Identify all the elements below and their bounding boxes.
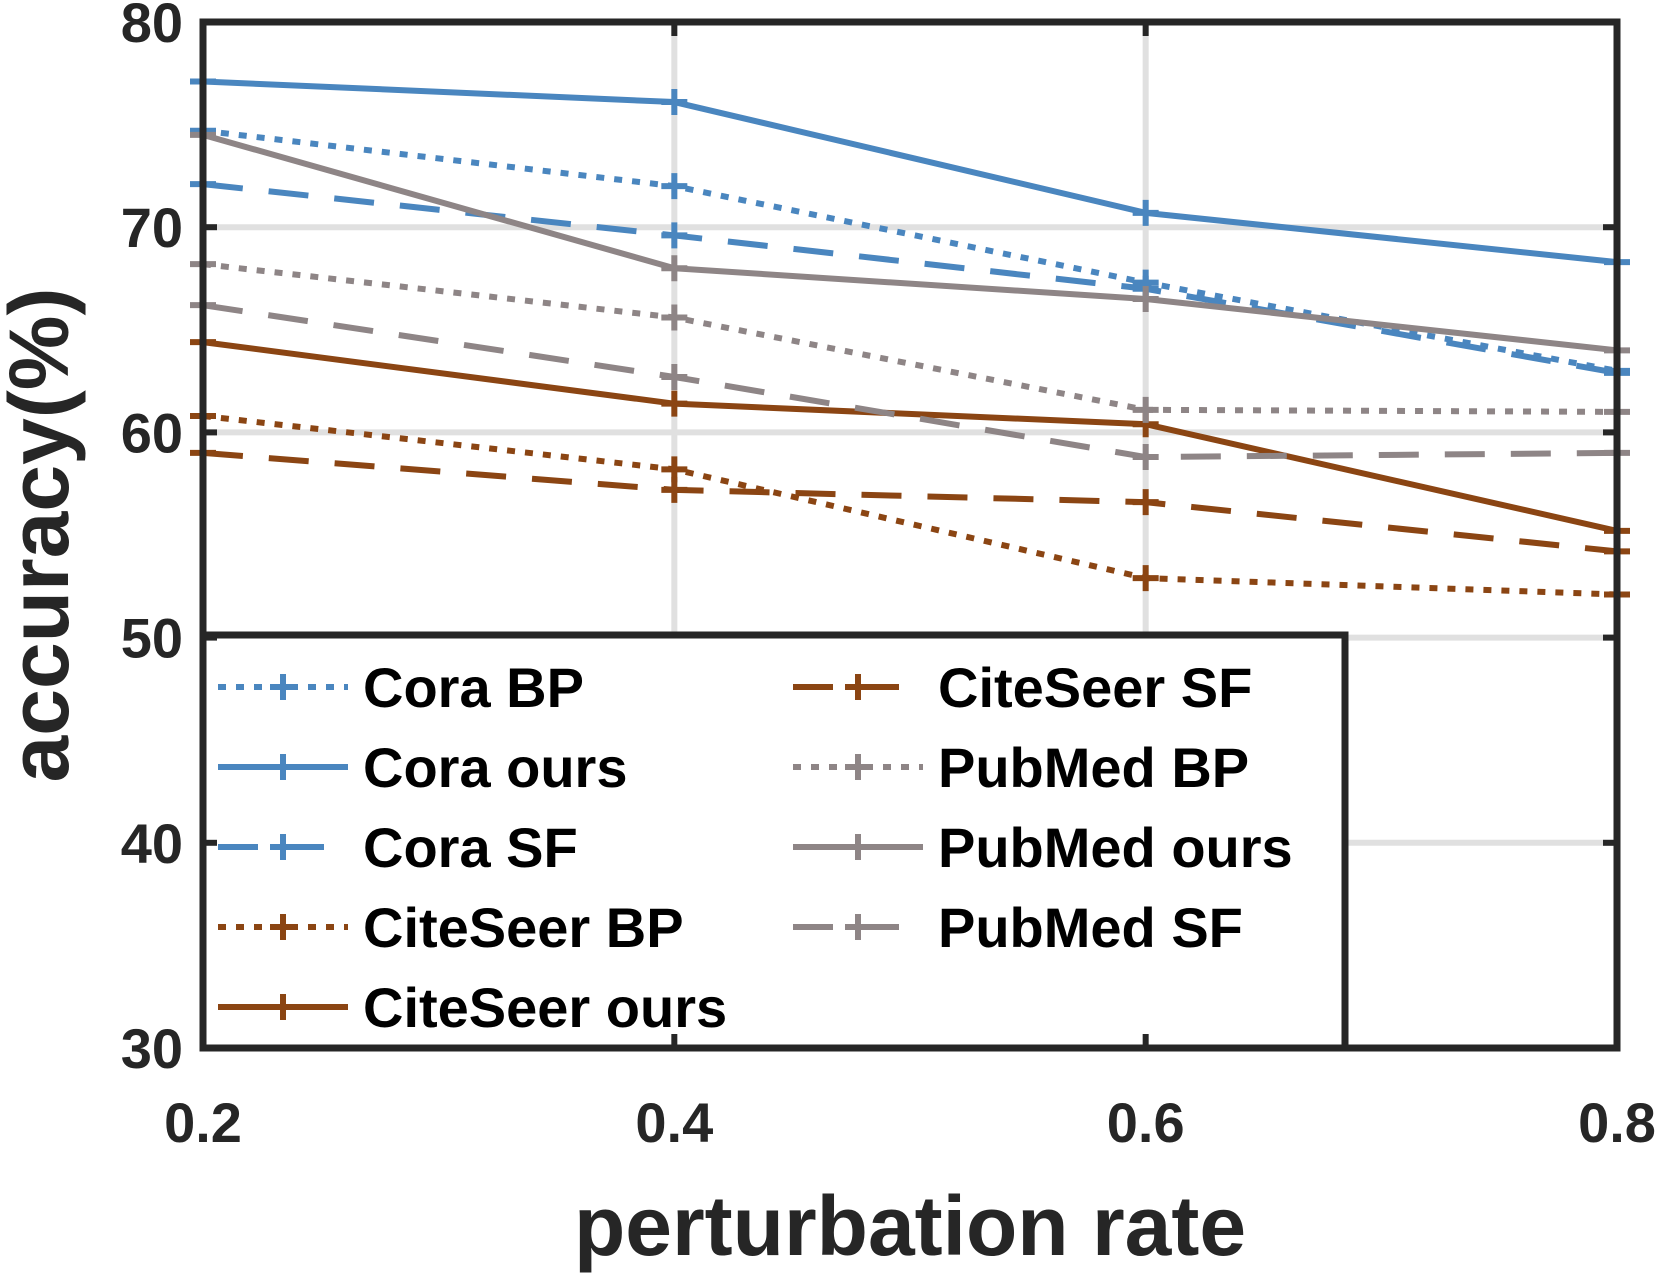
legend-marker [845,914,871,940]
legend-marker [845,754,871,780]
legend-item: Cora ours [218,736,628,799]
legend-item: CiteSeer ours [218,976,727,1039]
data-point [1132,199,1159,226]
legend-label: Cora SF [363,816,578,879]
series-line [202,261,1618,415]
y-axis-label: accuracy(%) [0,288,86,783]
legend-label: PubMed SF [938,896,1243,959]
legend-item: PubMed BP [793,736,1249,799]
legend-marker [270,834,296,860]
data-point [1132,489,1159,516]
series-citeseer-sf [190,439,1630,565]
series-line [202,449,1618,555]
series-line [202,302,1618,461]
legend-marker [270,914,296,940]
legend-item: PubMed ours [793,816,1293,879]
series-cora-ours [190,68,1630,276]
series-lines [190,68,1630,608]
data-point [1132,444,1159,471]
y-tick-label: 40 [121,812,183,875]
legend-label: CiteSeer BP [363,896,684,959]
legend-label: Cora ours [363,736,628,799]
legend: Cora BP Cora ours Cora SF CiteSeer BP CiteSe… [199,631,1349,1052]
data-point [1132,396,1159,423]
legend-item: PubMed SF [793,896,1243,959]
legend-item: Cora BP [218,656,584,719]
legend-marker [270,674,296,700]
legend-marker [845,674,871,700]
x-tick-label: 0.8 [1578,1091,1656,1154]
legend-item: CiteSeer BP [218,896,684,959]
data-point [1132,286,1159,313]
data-point [661,255,688,282]
data-point [661,222,688,249]
y-tick-label: 60 [121,401,183,464]
data-point [661,173,688,200]
legend-item: CiteSeer SF [793,656,1252,719]
x-tick-label: 0.6 [1107,1091,1185,1154]
axis-ticks: 0.2 0.4 0.6 0.8 30 40 50 60 70 80 [121,0,1656,1154]
y-tick-label: 80 [121,0,183,54]
legend-marker [270,754,296,780]
legend-marker [270,994,296,1020]
data-point [661,89,688,116]
legend-label: PubMed ours [938,816,1293,879]
x-axis-label: perturbation rate [574,1179,1246,1273]
data-point [1132,565,1159,592]
legend-label: Cora BP [363,656,584,719]
series-line [202,131,1618,354]
legend-label: PubMed BP [938,736,1249,799]
series-pubmed-sf [190,292,1630,471]
series-cora-sf [190,171,1630,386]
legend-box [199,631,1349,1052]
x-tick-label: 0.2 [164,1091,242,1154]
legend-marker [845,834,871,860]
series-line [202,413,1618,598]
y-tick-label: 50 [121,607,183,670]
data-point [661,476,688,503]
legend-item: Cora SF [218,816,578,879]
legend-label: CiteSeer SF [938,656,1252,719]
data-point [661,304,688,331]
x-tick-label: 0.4 [635,1091,713,1154]
series-line [202,78,1618,266]
data-point [661,390,688,417]
y-tick-label: 30 [121,1017,183,1080]
plot-frame [199,18,1621,1052]
series-line [202,339,1618,534]
legend-label: CiteSeer ours [363,976,727,1039]
data-point [661,363,688,390]
series-line [202,181,1618,376]
y-tick-label: 70 [121,196,183,259]
